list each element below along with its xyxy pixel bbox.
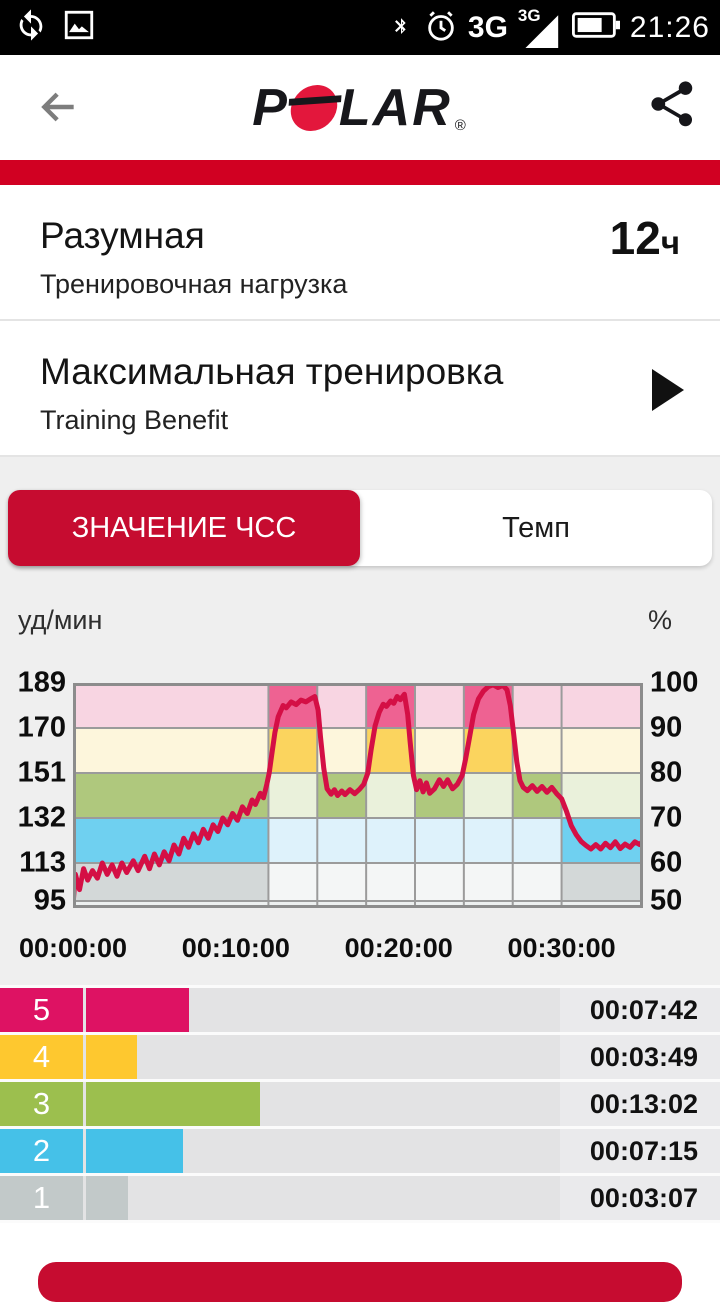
polar-logo: P LAR ® (252, 79, 468, 137)
zone-row: 3 00:13:02 (0, 1082, 720, 1126)
zone-row: 5 00:07:42 (0, 988, 720, 1032)
right-axis-tick: 80 (650, 756, 683, 789)
right-axis-tick: 90 (650, 711, 683, 744)
share-button[interactable] (645, 75, 701, 135)
expand-arrow-icon (652, 369, 684, 411)
zone-time-cell: 00:13:02 (560, 1082, 720, 1126)
signal-icon: 3G (518, 6, 562, 48)
back-button[interactable] (36, 85, 86, 129)
x-axis-tick: 00:10:00 (181, 933, 290, 963)
battery-icon (571, 10, 620, 45)
chart-section: ЗНАЧЕНИЕ ЧСС Темп уд/мин % 189 170 151 132 1… (0, 457, 720, 985)
zone-row: 2 00:07:15 (0, 1129, 720, 1173)
zone-duration-bar (86, 1176, 128, 1220)
right-axis-tick: 50 (650, 884, 683, 917)
zone-duration-table: 5 00:07:42 4 00:03:49 3 00:13:02 2 00:07:15 1 00:… (0, 985, 720, 1223)
right-axis-tick: 60 (650, 846, 683, 879)
sync-icon (14, 8, 48, 47)
zone-number: 5 (0, 988, 83, 1032)
primary-action-button[interactable] (38, 1262, 682, 1302)
zone-row: 1 00:03:07 (0, 1176, 720, 1220)
right-axis-tick: 70 (650, 801, 683, 834)
accent-bar (0, 160, 720, 185)
left-axis-unit: уд/мин (18, 605, 103, 635)
zone-time-cell: 00:03:07 (560, 1176, 720, 1220)
training-benefit-title: Максимальная тренировка (40, 351, 504, 392)
zone-number: 3 (0, 1082, 83, 1126)
zone-time-cell: 00:03:49 (560, 1035, 720, 1079)
training-load-value: 12ч (609, 212, 680, 264)
left-axis-tick: 151 (17, 756, 66, 789)
zone-duration-bar (86, 1129, 183, 1173)
zone-number: 1 (0, 1176, 83, 1220)
left-axis-tick: 95 (33, 884, 66, 917)
zone-duration: 00:03:07 (589, 1182, 698, 1213)
zone-time-cell: 00:07:42 (560, 988, 720, 1032)
zone-duration: 00:07:42 (589, 994, 698, 1025)
x-axis-tick: 00:20:00 (344, 933, 453, 963)
training-load-subtitle: Тренировочная нагрузка (40, 269, 348, 299)
clock-time: 21:26 (629, 10, 710, 44)
right-axis-unit: % (647, 605, 672, 635)
zone-number: 4 (0, 1035, 83, 1079)
left-axis-tick: 113 (19, 846, 66, 879)
network-type-label: 3G (467, 10, 508, 44)
zone-duration: 00:03:49 (589, 1041, 698, 1072)
x-axis-tick: 00:30:00 (507, 933, 616, 963)
zone-time-cell: 00:07:15 (560, 1129, 720, 1173)
zone-duration-bar (86, 1035, 137, 1079)
alarm-icon (424, 8, 458, 47)
zone-duration: 00:07:15 (589, 1135, 698, 1166)
x-axis-tick: 00:00:00 (18, 933, 128, 963)
training-benefit-subtitle: Training Benefit (40, 405, 229, 435)
polar-logo-o (287, 85, 341, 131)
zone-duration-bar (86, 988, 189, 1032)
chart-tabs: ЗНАЧЕНИЕ ЧСС Темп (8, 490, 712, 566)
hr-zone-chart (73, 683, 643, 908)
training-load-title: Разумная (40, 215, 205, 256)
zone-duration-bar (86, 1082, 260, 1126)
left-axis-tick: 189 (17, 666, 66, 699)
app-header (0, 55, 720, 160)
tab-heart-rate[interactable]: ЗНАЧЕНИЕ ЧСС (8, 490, 360, 566)
zone-row: 4 00:03:49 (0, 1035, 720, 1079)
training-load-card[interactable]: Разумная Тренировочная нагрузка 12ч (0, 185, 720, 321)
tab-pace[interactable]: Темп (502, 511, 570, 544)
left-axis-tick: 170 (17, 711, 66, 744)
screenshot-icon (62, 8, 96, 47)
right-axis-tick: 100 (650, 666, 699, 699)
left-axis-tick: 132 (17, 801, 66, 834)
bluetooth-icon (388, 8, 414, 47)
training-benefit-card[interactable]: Максимальная тренировка Training Benefit (0, 321, 720, 457)
zone-duration: 00:13:02 (589, 1088, 698, 1119)
status-bar: 3G 3G 21:26 (0, 0, 720, 55)
zone-number: 2 (0, 1129, 83, 1173)
